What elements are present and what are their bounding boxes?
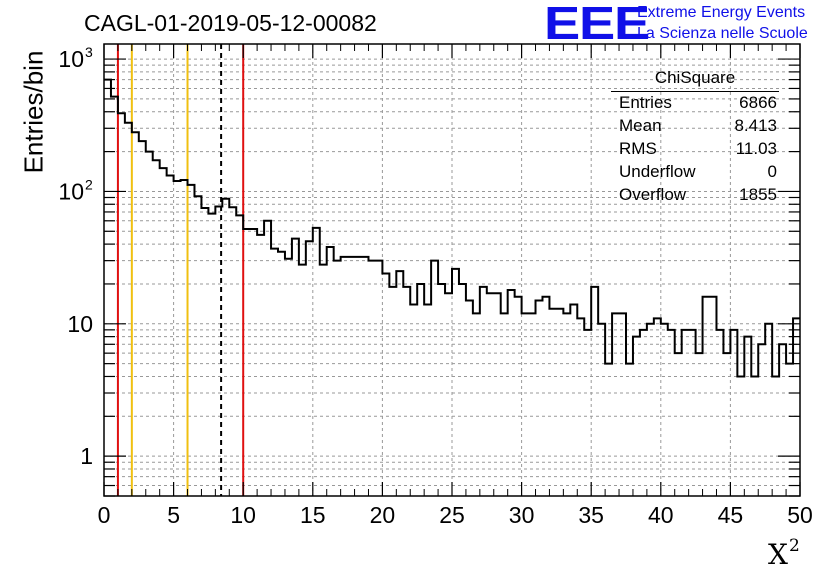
y-tick-label: 10 — [58, 178, 84, 204]
y-axis-label: Entries/bin — [18, 50, 49, 174]
logo-subtitle-1: Extreme Energy Events — [637, 4, 806, 21]
stats-value: 8.413 — [734, 116, 777, 135]
x-tick-label: 50 — [787, 502, 813, 528]
stats-key: Overflow — [619, 185, 687, 204]
stats-value: 6866 — [739, 93, 777, 112]
marker-lines — [116, 44, 245, 496]
x-tick-label: 25 — [439, 502, 465, 528]
y-tick-label: 10 — [67, 311, 93, 337]
stats-title: ChiSquare — [611, 68, 779, 92]
stats-row-overflow: Overflow 1855 — [619, 185, 777, 208]
x-tick-labels: 0 5 10 15 20 25 30 35 40 45 50 — [98, 502, 813, 528]
x-tick-label: 15 — [300, 502, 326, 528]
stats-row-rms: RMS 11.03 — [619, 139, 777, 162]
y-tick-label: 10 — [58, 46, 84, 72]
x-tick-label: 30 — [509, 502, 535, 528]
x-tick-label: 20 — [370, 502, 396, 528]
stats-box: ChiSquare Entries 6866 Mean 8.413 RMS 11… — [611, 68, 779, 208]
x-tick-label: 40 — [648, 502, 674, 528]
stats-row-underflow: Underflow 0 — [619, 162, 777, 185]
x-axis-label-superscript: 2 — [788, 536, 800, 556]
histogram-line — [104, 78, 800, 378]
x-axis-label-main: X — [768, 538, 788, 571]
x-tick-label: 45 — [718, 502, 744, 528]
grid — [104, 44, 800, 497]
stats-value: 0 — [767, 162, 777, 181]
x-tick-label: 5 — [167, 502, 180, 528]
stats-row-entries: Entries 6866 — [619, 93, 777, 116]
stats-row-mean: Mean 8.413 — [619, 116, 777, 139]
stats-value: 11.03 — [735, 139, 777, 158]
chart-title: CAGL-01-2019-05-12-00082 — [84, 10, 377, 36]
stats-key: RMS — [619, 139, 657, 158]
x-tick-label: 0 — [98, 502, 111, 528]
eee-logo: EEE — [544, 0, 650, 49]
x-tick-label: 35 — [578, 502, 604, 528]
axis-ticks — [103, 44, 801, 497]
y-tick-label-exponent: 2 — [85, 176, 93, 192]
stats-key: Mean — [619, 116, 662, 135]
x-tick-label: 10 — [230, 502, 256, 528]
stats-key: Entries — [619, 93, 672, 112]
y-tick-label: 1 — [80, 443, 93, 469]
stats-value: 1855 — [739, 185, 777, 204]
logo-subtitle-2: La Scienza nelle Scuole — [637, 25, 808, 42]
x-axis-label: X2 — [768, 536, 800, 571]
stats-key: Underflow — [619, 162, 696, 181]
y-tick-label-exponent: 3 — [85, 44, 93, 60]
